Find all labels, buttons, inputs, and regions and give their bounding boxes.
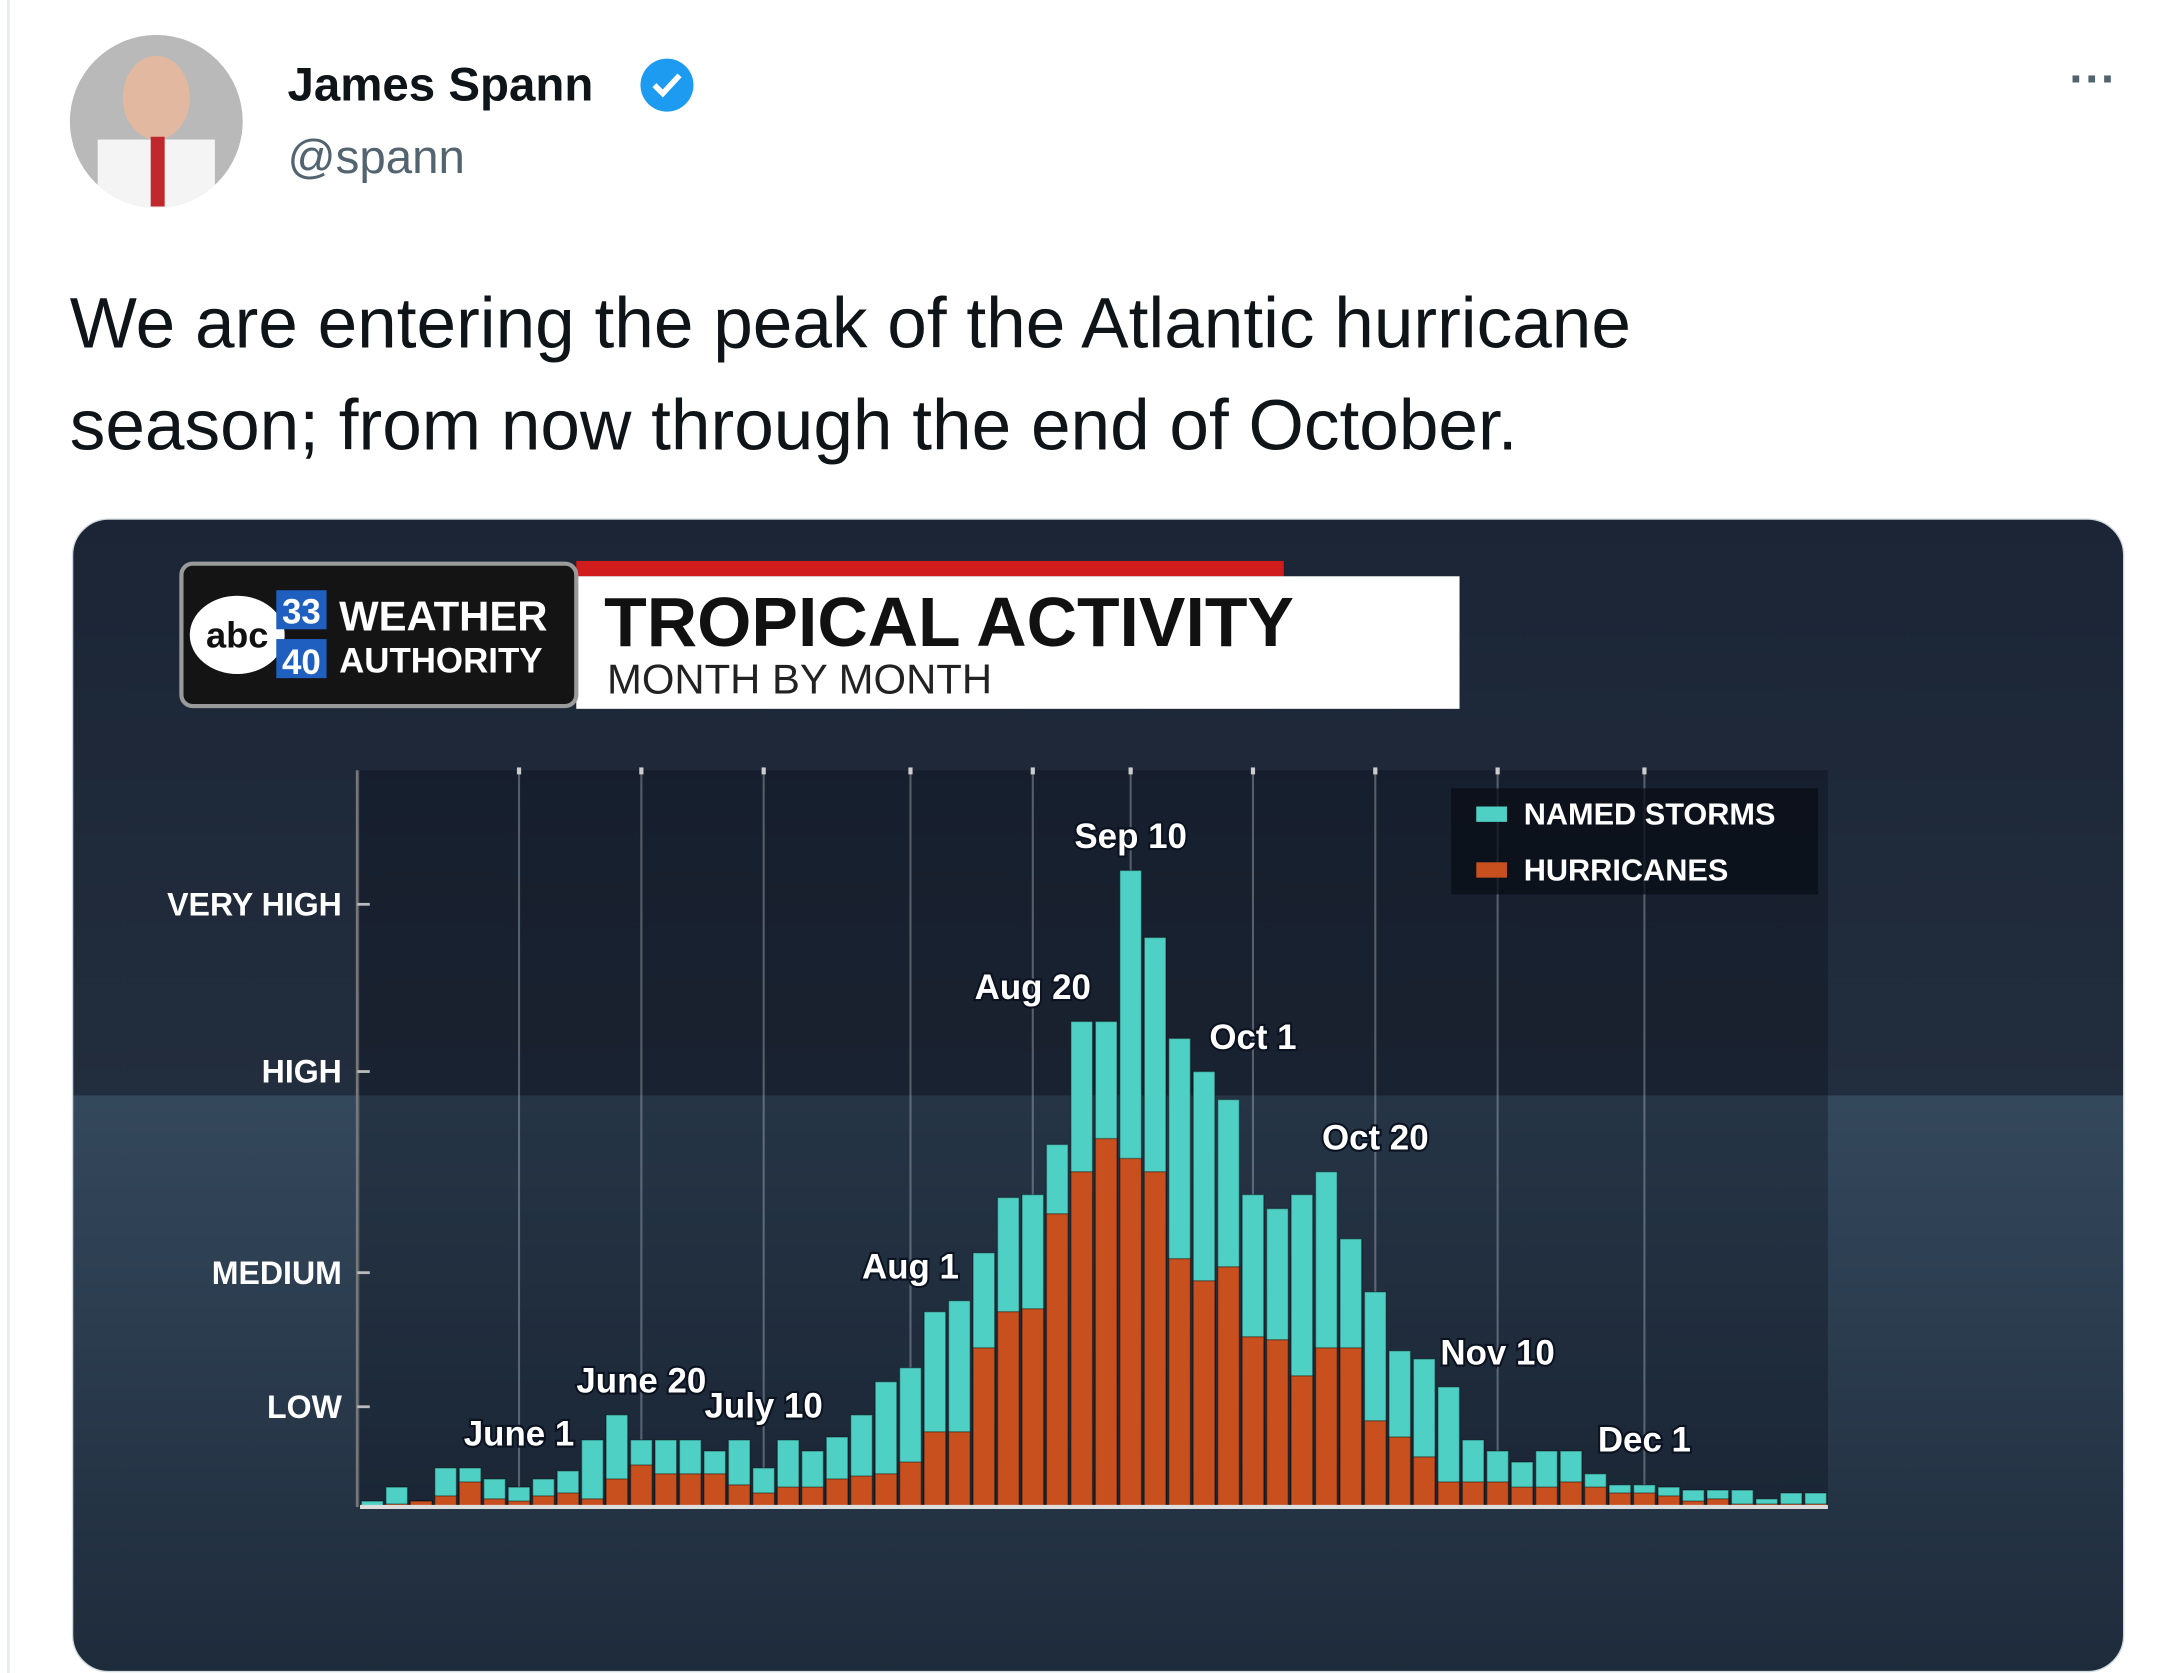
y-tick-label: MEDIUM (212, 1255, 342, 1291)
bar (776, 1486, 800, 1508)
user-handle[interactable]: @spann (287, 131, 464, 184)
category-label: Dec 1 (1598, 1420, 1691, 1459)
bar (1290, 1375, 1314, 1508)
bar (1363, 1420, 1387, 1508)
bar (1314, 1347, 1338, 1508)
bar (1070, 1171, 1094, 1508)
bar (1119, 1157, 1143, 1508)
more-menu[interactable]: ··· (2069, 53, 2116, 106)
bar (801, 1486, 825, 1508)
bar (752, 1492, 776, 1508)
bar (1339, 1347, 1363, 1508)
bar (629, 1464, 653, 1508)
bar (898, 1461, 923, 1508)
bar (1094, 1137, 1118, 1508)
bar (1535, 1486, 1559, 1508)
category-label: Oct 20 (1322, 1118, 1429, 1157)
bar (1583, 1486, 1608, 1508)
bar (996, 1311, 1020, 1508)
y-tick-label: HIGH (262, 1054, 342, 1090)
category-label: June 1 (464, 1415, 574, 1454)
bar (727, 1484, 751, 1508)
chart-title: TROPICAL ACTIVITY (604, 583, 1294, 661)
category-label: June 20 (576, 1362, 706, 1401)
bar (1510, 1486, 1534, 1508)
bar (678, 1473, 702, 1508)
bar (654, 1473, 678, 1508)
bar (1192, 1280, 1216, 1508)
tweet-text: season; from now through the end of Octo… (70, 386, 1518, 465)
legend-swatch (1476, 862, 1507, 878)
bar (850, 1475, 874, 1508)
category-label: July 10 (705, 1387, 823, 1426)
chart-subtitle: MONTH BY MONTH (607, 655, 992, 702)
logo-brand: AUTHORITY (339, 642, 542, 681)
tweet-text: We are entering the peak of the Atlantic… (70, 284, 1631, 363)
bar (1486, 1481, 1510, 1508)
bar (556, 1492, 580, 1508)
bar (605, 1478, 629, 1508)
y-tick-label: LOW (267, 1389, 343, 1425)
user-name[interactable]: James Spann (287, 58, 593, 111)
bar (874, 1473, 898, 1508)
logo-channel: 40 (282, 643, 321, 682)
category-label: Oct 1 (1209, 1018, 1296, 1057)
bar (703, 1473, 727, 1508)
bar (1045, 1213, 1069, 1508)
bar (1021, 1308, 1045, 1508)
bar (923, 1431, 947, 1508)
category-label: Aug 20 (975, 968, 1091, 1007)
bar (825, 1478, 849, 1508)
bar (1216, 1266, 1241, 1508)
logo-abc: abc (206, 614, 268, 655)
verified-badge (640, 58, 694, 112)
bar (1461, 1481, 1485, 1508)
bar (458, 1481, 482, 1508)
category-label: Nov 10 (1440, 1334, 1554, 1373)
bar (1241, 1336, 1265, 1508)
legend-label: HURRICANES (1524, 852, 1729, 887)
y-tick-label: VERY HIGH (167, 886, 342, 922)
bar (1168, 1257, 1192, 1508)
bar (1388, 1436, 1412, 1508)
chart-header: abc 33 40 WEATHER AUTHORITY TROPICAL ACT… (179, 560, 1460, 709)
legend (1451, 788, 1819, 895)
avatar[interactable] (69, 34, 243, 223)
logo-brand: WEATHER (339, 593, 547, 640)
bar (1143, 1171, 1167, 1508)
bar (580, 1439, 604, 1508)
legend-label: NAMED STORMS (1524, 797, 1776, 832)
category-label: Aug 1 (862, 1247, 959, 1286)
bar (1265, 1339, 1289, 1508)
bar (1559, 1481, 1583, 1508)
bar (1437, 1481, 1461, 1508)
legend-swatch (1476, 806, 1507, 822)
bar (1608, 1492, 1632, 1508)
bar (1412, 1456, 1436, 1508)
bar (1632, 1492, 1656, 1508)
logo-channel: 33 (282, 593, 321, 632)
category-label: Sep 10 (1074, 817, 1186, 856)
bar (947, 1431, 971, 1508)
bar (972, 1347, 996, 1508)
